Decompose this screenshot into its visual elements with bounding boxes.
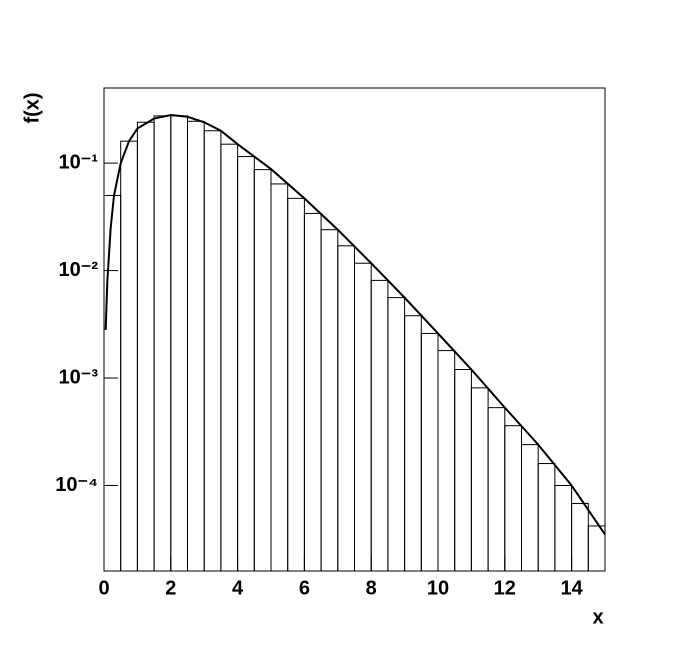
histogram-bin: [320, 229, 339, 572]
histogram-bin: [153, 115, 172, 572]
histogram-bin: [237, 156, 255, 572]
x-tick-label: 12: [494, 577, 516, 599]
histogram-bin: [354, 262, 372, 572]
histogram-bin: [387, 297, 406, 572]
histogram-bin: [487, 407, 506, 572]
histogram-bin: [203, 130, 222, 572]
histogram-bin: [253, 169, 272, 572]
histogram-bin: [287, 197, 305, 572]
histogram-bin: [136, 121, 155, 572]
histogram-bin: [521, 444, 539, 572]
histogram-bin: [270, 183, 289, 572]
histogram-bin: [103, 194, 122, 572]
histogram-bin: [437, 350, 456, 572]
x-tick-label: 2: [165, 577, 176, 599]
y-tick-label: 10⁻¹: [59, 151, 99, 173]
y-tick-label: 10⁻⁴: [55, 474, 98, 496]
x-tick-label: 4: [232, 577, 244, 599]
histogram-bin: [303, 212, 322, 572]
histogram-bin: [537, 463, 556, 572]
histogram-bin: [337, 245, 355, 572]
y-axis-label: f(x): [21, 92, 43, 123]
fit-curve: [104, 114, 606, 536]
x-tick-label: 10: [427, 577, 449, 599]
histogram-bin: [587, 525, 606, 572]
histogram-bin: [220, 143, 239, 572]
histogram-bin: [420, 332, 439, 572]
histogram-bin: [170, 115, 189, 572]
histogram-bin: [120, 140, 138, 572]
y-tick-label: 10⁻³: [59, 366, 99, 388]
y-tick-label: 10⁻²: [59, 259, 99, 281]
histogram-bin: [554, 484, 573, 572]
x-tick-label: 8: [366, 577, 377, 599]
histogram-bin: [504, 425, 522, 572]
histogram-bin: [187, 120, 205, 572]
histogram-bin: [470, 387, 489, 572]
histogram-bin: [571, 502, 589, 572]
x-tick-label: 6: [299, 577, 310, 599]
x-axis-label: x: [592, 606, 603, 628]
x-tick-label: 14: [560, 577, 583, 599]
histogram-bin: [404, 315, 422, 572]
x-tick-label: 0: [98, 577, 109, 599]
histogram-bin: [370, 279, 389, 572]
histogram-bin: [454, 369, 472, 572]
